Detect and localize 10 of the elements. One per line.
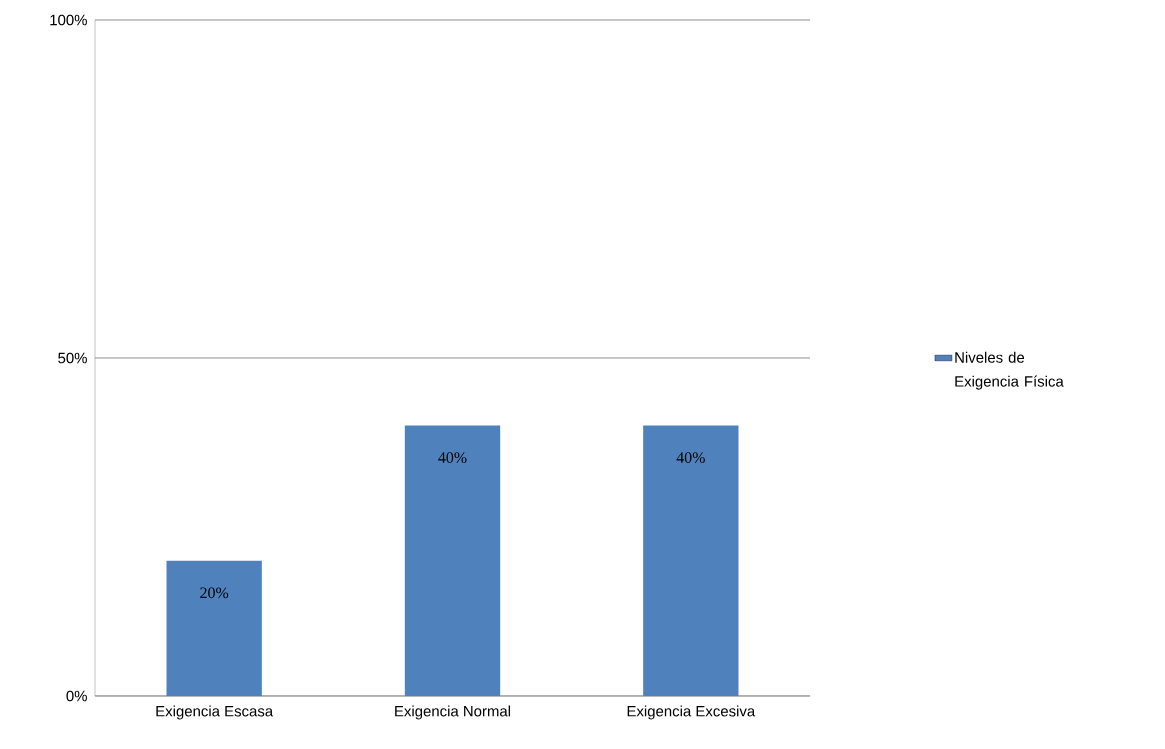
x-tick-label: Exigencia Normal [395,705,511,720]
y-tick-label: 50% [58,352,87,364]
y-tick-label: 0% [66,690,87,702]
data-label: 40% [438,452,467,463]
legend-label: Niveles de Exigencia Física [955,351,1064,390]
y-tick-label: 100% [50,14,87,26]
data-label: 20% [200,587,229,599]
x-tick-label: Exigencia Escasa [156,705,274,720]
x-tick-label: Exigencia Excesiva [627,705,756,720]
data-label: 40% [676,452,705,463]
